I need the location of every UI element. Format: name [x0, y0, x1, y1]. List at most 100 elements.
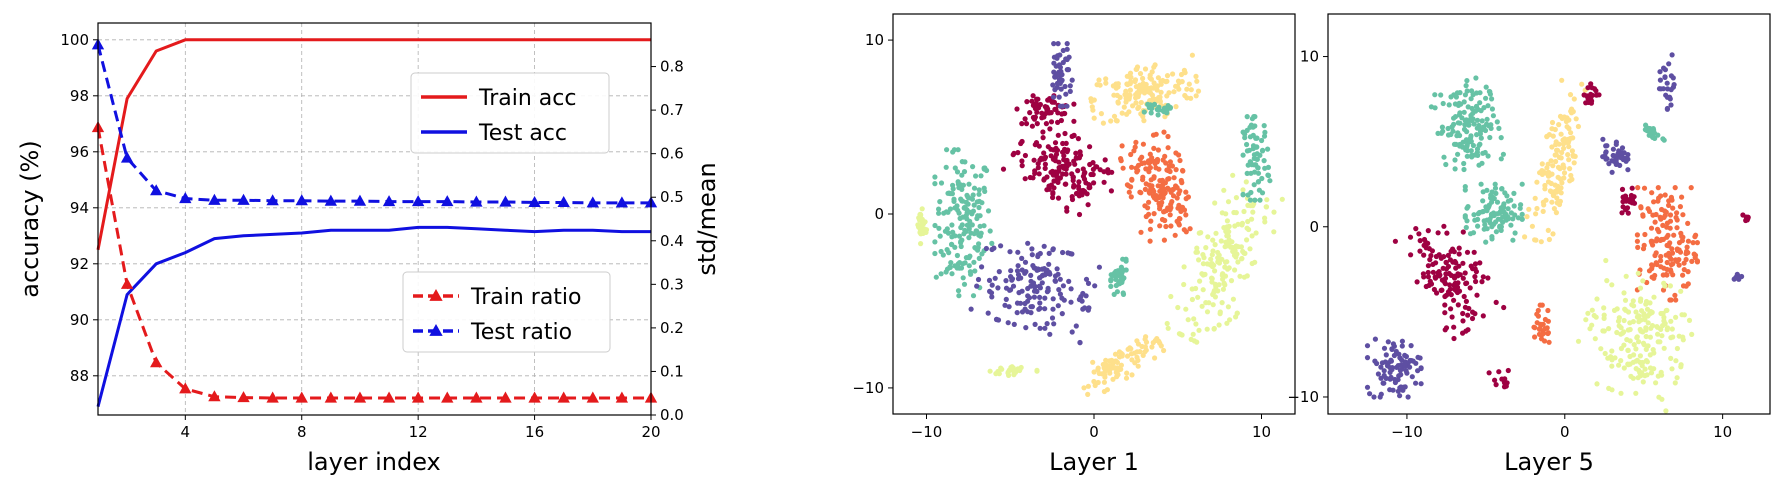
scatter-point [976, 255, 982, 261]
scatter-point [1489, 106, 1495, 112]
scatter-point [1224, 233, 1230, 239]
scatter-point [1425, 263, 1431, 269]
scatter-point [1431, 286, 1437, 293]
scatter-point [1115, 372, 1121, 378]
scatter-point [1598, 346, 1604, 352]
scatter-point [1670, 84, 1676, 90]
scatter-point [1511, 203, 1517, 209]
scatter-point [1041, 266, 1047, 272]
scatter-point [1452, 258, 1458, 265]
scatter-point [1472, 266, 1478, 272]
scatter-point [1219, 300, 1225, 306]
scatter-point [1594, 381, 1600, 387]
scatter-point [1168, 201, 1174, 207]
scatter-point [1153, 131, 1159, 137]
scatter-point [1232, 267, 1238, 273]
point-test_ratio [120, 151, 134, 163]
scatter-point [1678, 362, 1684, 368]
scatter-point [1049, 99, 1055, 105]
scatter-point [1387, 387, 1393, 393]
scatter-point [1162, 217, 1168, 224]
scatter-point [1416, 231, 1422, 237]
scatter-point [1165, 176, 1171, 182]
scatter-point [1489, 194, 1495, 200]
scatter-point [1670, 205, 1676, 211]
scatter-point [1451, 324, 1457, 330]
scatter-point [1044, 321, 1050, 327]
scatter-point [1677, 249, 1684, 255]
scatter-point [1042, 161, 1048, 167]
point-test_ratio [208, 193, 221, 205]
scatter-point [1262, 165, 1268, 171]
scatter-point [1417, 238, 1423, 244]
scatter-point [1257, 197, 1263, 203]
scatter-point [1635, 270, 1641, 276]
scatter-point [1128, 194, 1134, 200]
scatter-point [1181, 264, 1187, 270]
scatter-point [1685, 269, 1691, 275]
scatter-point [1113, 268, 1119, 275]
scatter-point [1259, 175, 1265, 182]
point-test_ratio [179, 192, 192, 204]
scatter-point [1054, 72, 1060, 78]
scatter-point [1127, 87, 1133, 93]
scatter-point [1601, 315, 1607, 321]
scatter-point [1498, 205, 1504, 211]
scatter-point [1452, 157, 1458, 163]
scatter-point [1413, 360, 1419, 366]
scatter-point [1681, 260, 1687, 266]
scatter-point [1456, 263, 1462, 269]
scatter-point [1065, 67, 1072, 73]
scatter-point [1121, 104, 1127, 110]
scatter-point [1549, 126, 1555, 132]
scatter-point [1161, 237, 1167, 243]
scatter-point [1035, 165, 1041, 171]
scatter-point [1147, 238, 1153, 244]
scatter-point [1464, 144, 1470, 150]
scatter-point [987, 228, 993, 234]
scatter-point [1485, 153, 1491, 159]
scatter-point [933, 274, 939, 280]
scatter-point [1643, 333, 1649, 340]
scatter-point [1060, 283, 1066, 289]
scatter-point [1372, 336, 1378, 342]
scatter-point [1539, 161, 1545, 167]
scatter-point [1224, 320, 1230, 326]
scatter-point [1479, 279, 1485, 285]
scatter-point [1551, 206, 1557, 212]
scatter-point [989, 282, 995, 288]
scatter-point [1043, 121, 1049, 127]
scatter-point [1643, 301, 1649, 307]
scatter-point [1102, 157, 1108, 163]
scatter-point [1659, 333, 1665, 339]
scatter-point [1010, 283, 1017, 289]
scatter-point [1534, 320, 1540, 326]
point-test_ratio [499, 195, 512, 207]
scatter-point [1069, 171, 1075, 177]
scatter-point [1148, 177, 1154, 183]
scatter-point [1137, 189, 1143, 195]
scatter-point [1028, 310, 1034, 316]
scatter-point [1664, 242, 1670, 248]
scatter-point [1055, 41, 1061, 47]
scatter-point [1664, 106, 1670, 112]
scatter-point [1414, 279, 1420, 285]
scatter-point [1483, 239, 1489, 245]
scatter-point [959, 159, 965, 165]
scatter-point [1161, 105, 1168, 111]
scatter-point [1077, 340, 1083, 346]
scatter-point [1672, 292, 1678, 298]
scatter-point [1603, 257, 1609, 264]
scatter-point [1378, 364, 1384, 370]
scatter-point [1166, 186, 1172, 192]
scatter-point [1265, 172, 1271, 178]
scatter-point [1668, 269, 1674, 275]
scatter-point [1148, 218, 1154, 224]
scatter-point [1427, 257, 1433, 263]
scatter-point [1112, 351, 1119, 357]
scatter-point [1135, 363, 1141, 369]
scatter-point [1560, 141, 1567, 147]
scatter-point [955, 147, 961, 153]
scatter-point [1019, 121, 1025, 127]
scatter-point [1152, 62, 1158, 68]
